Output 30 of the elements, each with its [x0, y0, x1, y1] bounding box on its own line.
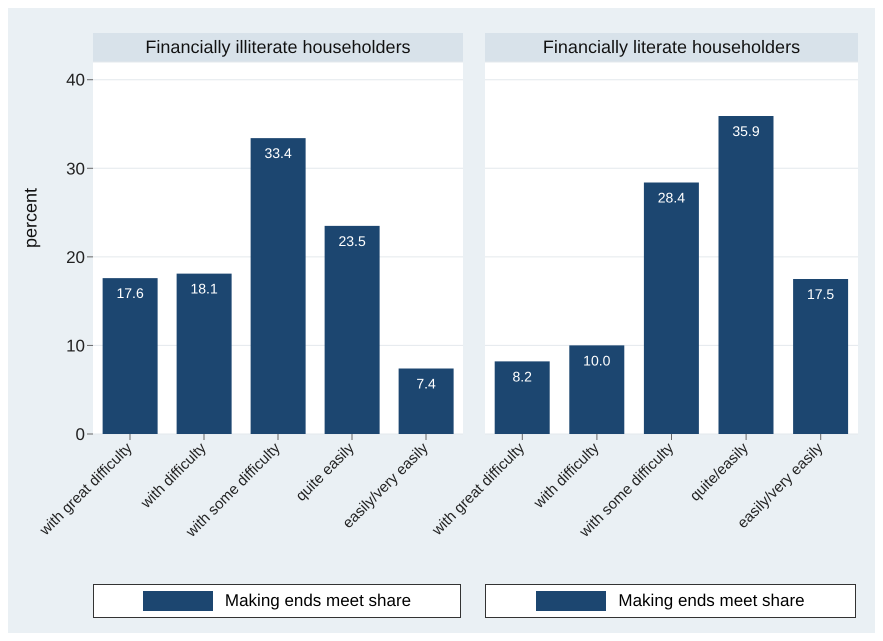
- y-tick-label: 10: [66, 336, 85, 356]
- legend-label: Making ends meet share: [617, 591, 805, 611]
- bar: [176, 274, 232, 434]
- data-label: 18.1: [190, 280, 218, 297]
- bar: [398, 368, 454, 434]
- bar: [102, 278, 158, 434]
- data-label: 10.0: [583, 352, 611, 368]
- legend-label: Making ends meet share: [224, 591, 412, 611]
- bar: [793, 279, 848, 434]
- bar: [569, 345, 624, 434]
- data-label: 33.4: [264, 145, 292, 162]
- bar: [250, 138, 306, 434]
- y-tick-label: 20: [66, 248, 85, 267]
- data-label: 8.2: [512, 368, 532, 384]
- y-axis-title: percent: [20, 188, 40, 248]
- bar: [718, 116, 774, 434]
- bar: [644, 182, 699, 434]
- data-label: 7.4: [416, 375, 436, 392]
- bar: [324, 226, 380, 434]
- y-tick-label: 40: [66, 70, 85, 90]
- data-label: 17.6: [116, 285, 144, 302]
- data-label: 17.5: [806, 286, 834, 302]
- chart-title: Financially illiterate householders: [93, 33, 463, 62]
- y-tick-label: 0: [76, 425, 85, 444]
- y-tick-label: 30: [66, 159, 85, 178]
- bar: [494, 361, 550, 434]
- data-label: 35.9: [732, 123, 760, 140]
- data-label: 23.5: [338, 232, 366, 249]
- chart-title: Financially literate householders: [485, 33, 858, 62]
- data-label: 28.4: [658, 189, 686, 206]
